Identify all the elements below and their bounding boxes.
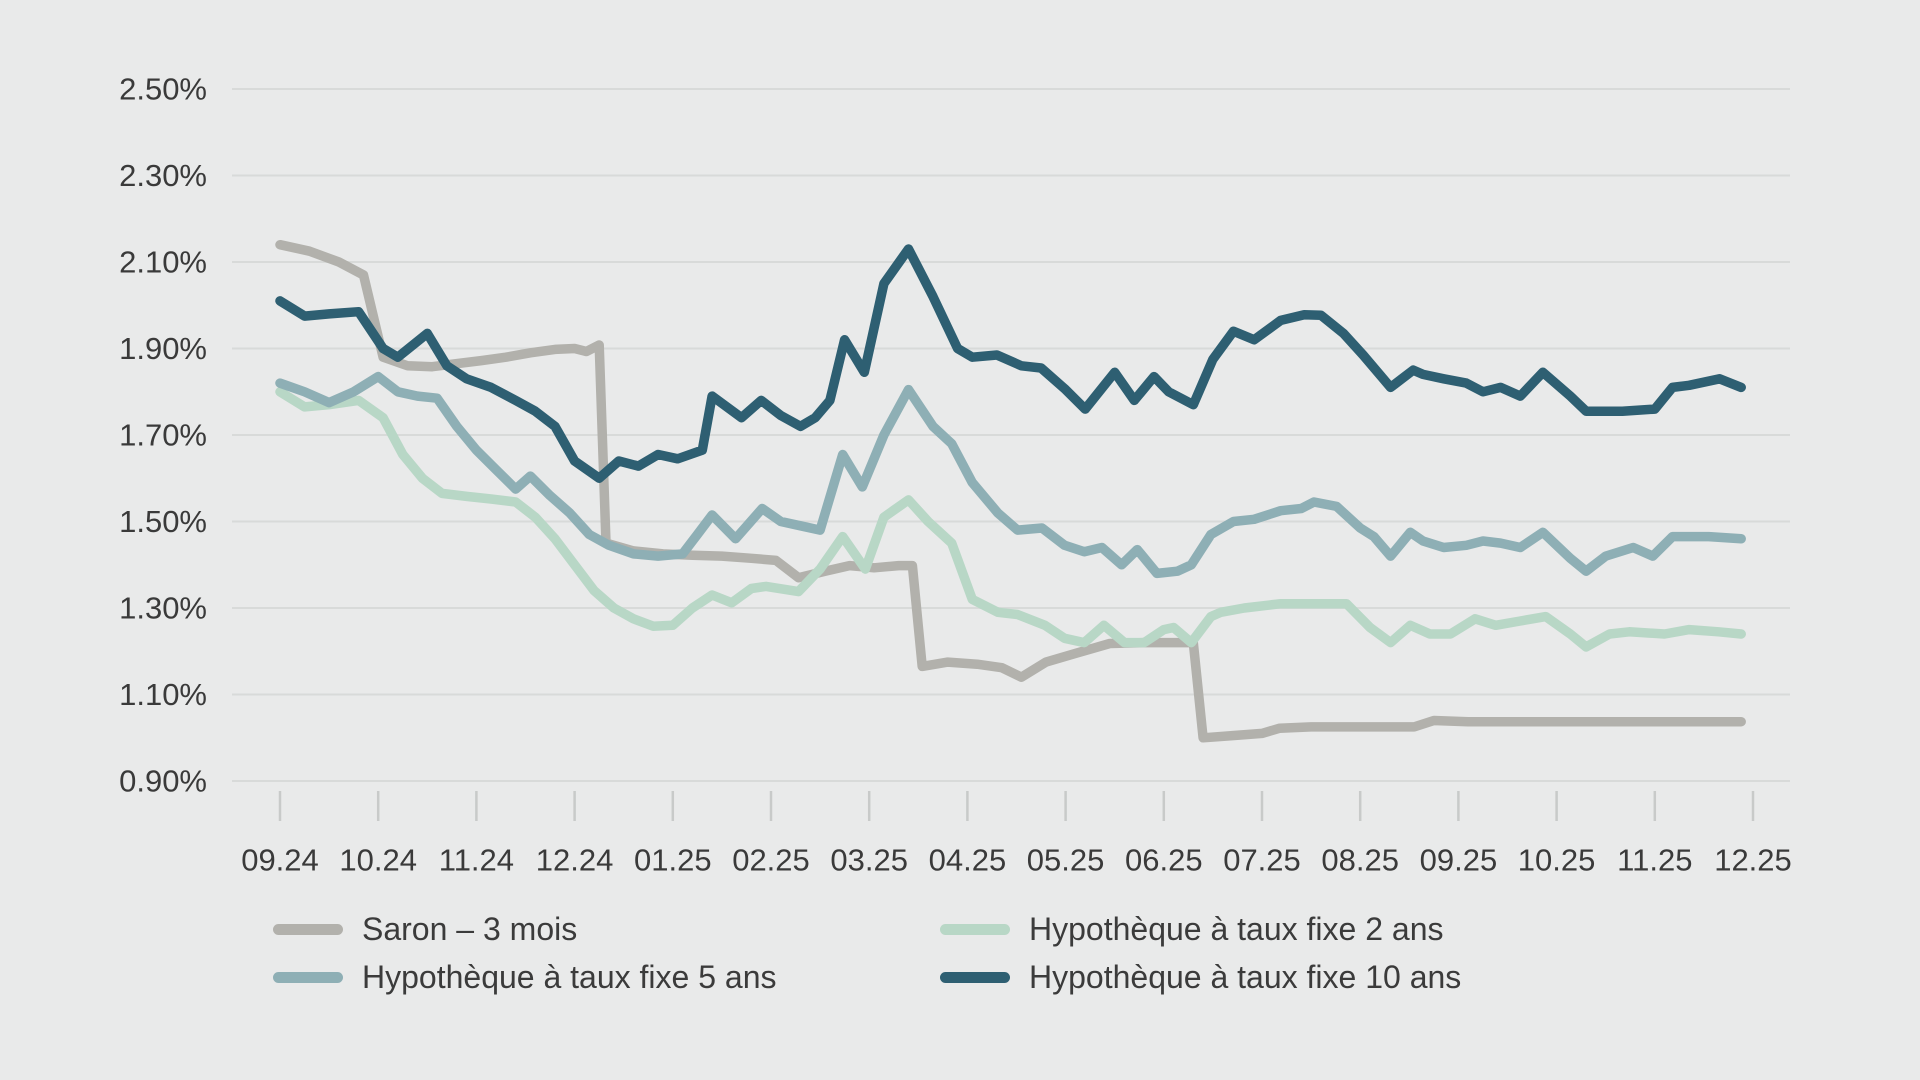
x-axis-label: 06.25 [1125,843,1203,878]
legend-item-taux-fixe-2-ans: Hypothèque à taux fixe 2 ans [940,911,1461,947]
legend-label-taux-fixe-2-ans: Hypothèque à taux fixe 2 ans [1029,911,1444,947]
x-axis-label: 04.25 [929,843,1007,878]
y-axis-label: 1.90% [119,331,207,366]
y-axis-label: 1.70% [119,418,207,453]
y-axis-label: 1.30% [119,591,207,626]
x-axis-label: 05.25 [1027,843,1105,878]
x-axis-label: 01.25 [634,843,712,878]
x-axis-label: 12.25 [1714,843,1792,878]
legend-item-saron-3-mois: Saron – 3 mois [273,911,940,947]
legend-label-taux-fixe-10-ans: Hypothèque à taux fixe 10 ans [1029,959,1462,995]
series-line-taux-fixe-5-ans [275,371,1746,579]
y-axis-label: 1.50% [119,504,207,539]
series-line-taux-fixe-2-ans [275,387,1746,652]
y-axis-label: 2.30% [119,158,207,193]
y-axis-label: 2.50% [119,72,207,107]
x-axis-label: 08.25 [1321,843,1399,878]
legend-swatch-taux-fixe-10-ans [940,972,1010,983]
x-axis-label: 11.25 [1617,843,1692,878]
y-axis-label: 1.10% [119,677,207,712]
x-axis-label: 09.25 [1420,843,1498,878]
legend-label-saron-3-mois: Saron – 3 mois [362,911,578,947]
legend-label-taux-fixe-5-ans: Hypothèque à taux fixe 5 ans [362,959,777,995]
x-axis-label: 03.25 [830,843,908,878]
x-axis-label: 11.24 [439,843,514,878]
legend-item-taux-fixe-5-ans: Hypothèque à taux fixe 5 ans [273,959,940,995]
x-axis-label: 10.24 [339,843,417,878]
x-axis-label: 09.24 [241,843,319,878]
chart-legend: Saron – 3 mois Hypothèque à taux fixe 2 … [273,911,1462,995]
x-axis-label: 12.24 [536,843,614,878]
y-axis-label: 0.90% [119,764,207,799]
series-line-taux-fixe-10-ans [275,244,1746,483]
x-axis-label: 07.25 [1223,843,1301,878]
legend-item-taux-fixe-10-ans: Hypothèque à taux fixe 10 ans [940,959,1462,995]
y-axis-label: 2.10% [119,245,207,280]
legend-swatch-saron-3-mois [273,924,343,935]
x-axis-label: 10.25 [1518,843,1596,878]
series-line-saron-3-mois [275,239,1746,743]
legend-swatch-taux-fixe-2-ans [940,924,1010,935]
legend-swatch-taux-fixe-5-ans [273,972,343,983]
x-axis-label: 02.25 [732,843,810,878]
